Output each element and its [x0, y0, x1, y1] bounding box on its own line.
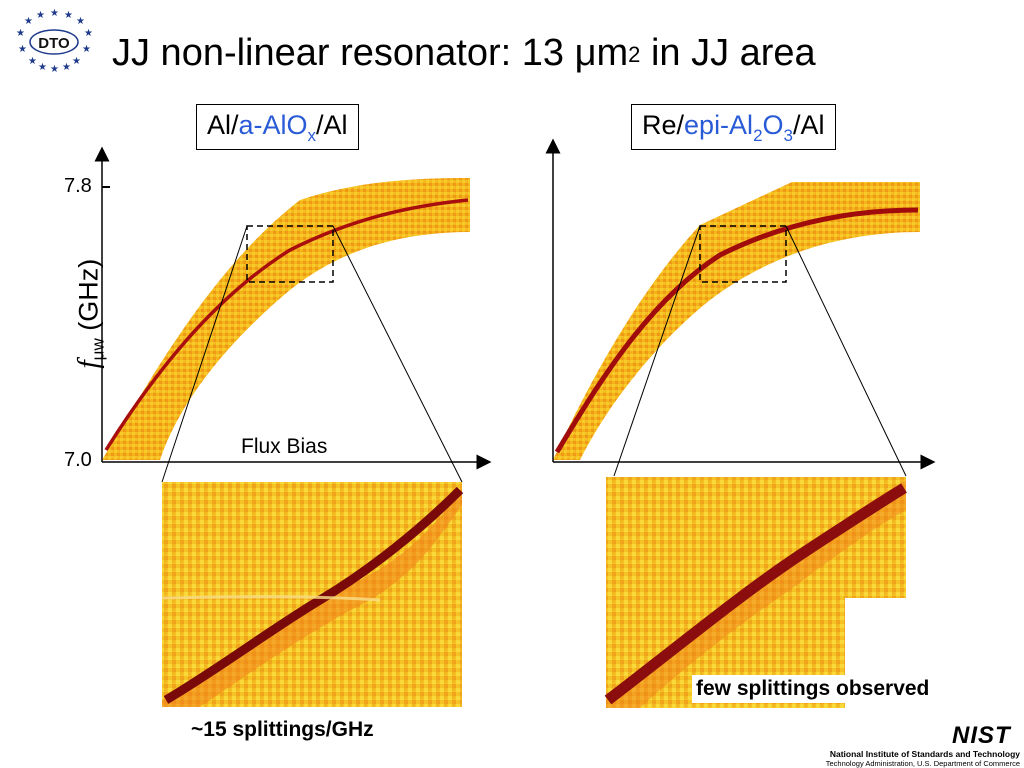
svg-text:★: ★ [24, 16, 33, 27]
title-sup: 2 [628, 42, 641, 67]
left-panel-label: Al/a-AlOx/Al [196, 104, 359, 150]
svg-text:★: ★ [16, 28, 25, 39]
y-tick-top: 7.8 [64, 175, 92, 197]
y-label-unit: (GHz) [73, 258, 104, 331]
right-inset-line [604, 483, 907, 705]
left-inset-line [163, 486, 464, 704]
page-title: JJ non-linear resonator: 13 μm2 in JJ ar… [112, 30, 816, 76]
label-highlight: O [762, 110, 784, 140]
star-icon: ★ ★★ ★★ ★★ ★★ ★★ ★★ ★ [16, 8, 93, 75]
title-tail: in JJ area [640, 32, 816, 74]
right-panel-label: Re/epi-Al2O3/Al [631, 104, 836, 150]
nist-department: Technology Administration, U.S. Departme… [825, 759, 1020, 768]
label-sub: 2 [753, 126, 763, 145]
y-label-sub: μw [88, 338, 108, 361]
svg-text:★: ★ [36, 10, 45, 21]
dto-logo: ★ ★★ ★★ ★★ ★★ ★★ ★★ ★ DTO [16, 8, 93, 75]
logo-text: DTO [38, 35, 70, 52]
svg-text:★: ★ [64, 10, 73, 21]
y-axis-label: fμw (GHz) [71, 214, 108, 414]
nist-logo: NIST [952, 722, 1011, 749]
right-zoom-box [699, 225, 787, 283]
label-sub: 3 [783, 126, 794, 145]
svg-text:★: ★ [38, 62, 47, 73]
left-caption: ~15 splittings/GHz [191, 718, 374, 741]
label-text: Re/ [642, 110, 685, 140]
y-tick-bottom: 7.0 [64, 449, 92, 471]
label-highlight: a-AlO [238, 110, 308, 140]
right-spectrum-band [553, 182, 920, 460]
svg-text:★: ★ [62, 62, 71, 73]
nist-name: National Institute of Standards and Tech… [829, 749, 1020, 759]
x-axis-label: Flux Bias [241, 435, 328, 458]
svg-text:★: ★ [76, 16, 85, 27]
label-sub: x [307, 126, 317, 145]
right-resonance-line [554, 207, 919, 454]
svg-text:★: ★ [82, 44, 91, 55]
label-text: /Al [793, 110, 825, 140]
label-highlight: epi-Al [684, 110, 754, 140]
svg-text:★: ★ [72, 56, 81, 67]
svg-text:★: ★ [50, 64, 59, 75]
left-zoom-box [246, 225, 334, 283]
label-text: /Al [316, 110, 348, 140]
svg-text:★: ★ [18, 44, 27, 55]
y-label-var: f [71, 360, 105, 369]
label-text: Al/ [207, 110, 239, 140]
svg-text:★: ★ [50, 8, 59, 19]
left-spectrum-band [102, 178, 470, 460]
title-main: JJ non-linear resonator: 13 μm [112, 32, 629, 74]
right-caption: few splittings observed [692, 675, 934, 703]
svg-text:★: ★ [28, 56, 37, 67]
left-resonance-line [104, 198, 469, 451]
svg-text:★: ★ [84, 28, 93, 39]
